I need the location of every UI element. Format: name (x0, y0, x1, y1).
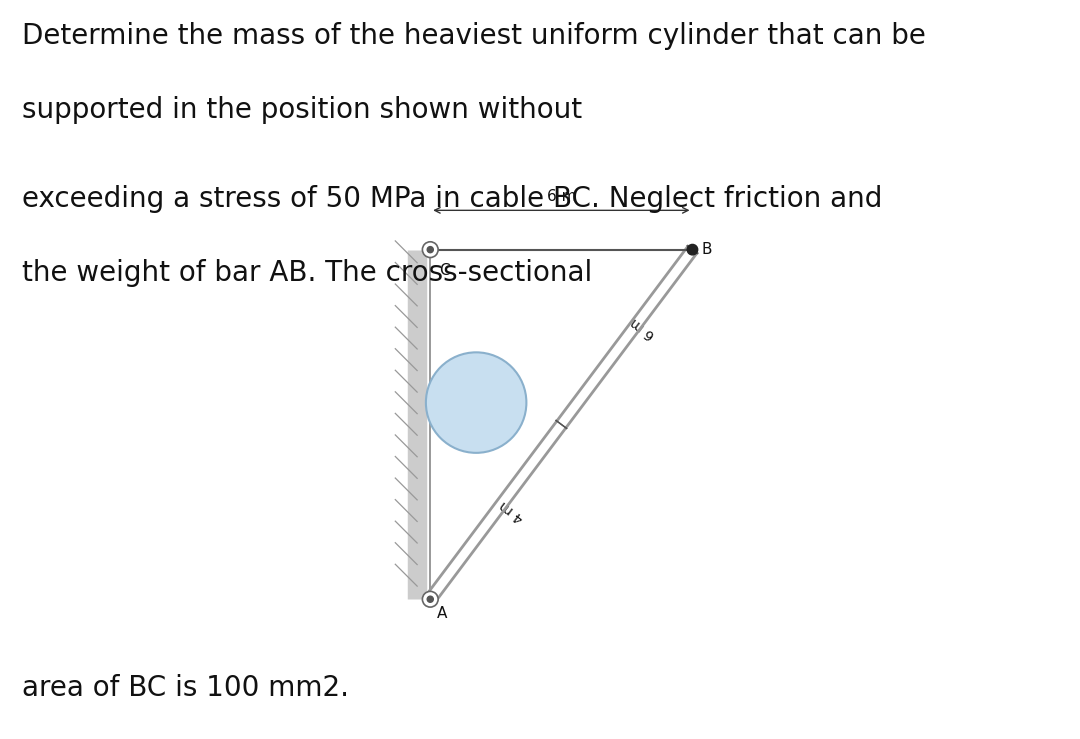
Circle shape (428, 247, 433, 253)
Text: C: C (438, 263, 449, 278)
Circle shape (422, 242, 438, 257)
Text: 4 m: 4 m (497, 498, 526, 525)
Polygon shape (426, 246, 697, 602)
Text: supported in the position shown without: supported in the position shown without (22, 96, 582, 124)
Text: area of BC is 100 mm2.: area of BC is 100 mm2. (22, 674, 349, 702)
Text: exceeding a stress of 50 MPa in cable BC. Neglect friction and: exceeding a stress of 50 MPa in cable BC… (22, 185, 882, 213)
Circle shape (422, 591, 438, 607)
Text: Determine the mass of the heaviest uniform cylinder that can be: Determine the mass of the heaviest unifo… (22, 22, 926, 50)
Text: the weight of bar AB. The cross-sectional: the weight of bar AB. The cross-sectiona… (22, 259, 592, 287)
Text: 6 m: 6 m (627, 314, 658, 341)
Circle shape (426, 353, 526, 453)
Circle shape (687, 245, 698, 255)
Text: A: A (436, 606, 447, 621)
Text: 6 m: 6 m (546, 188, 576, 204)
Circle shape (428, 596, 433, 602)
Text: B: B (701, 242, 712, 257)
